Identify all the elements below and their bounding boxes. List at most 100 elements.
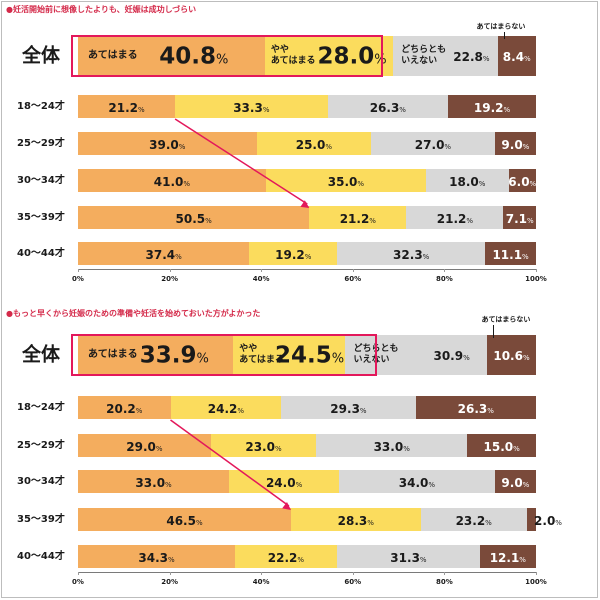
caption-line: あてはまる	[239, 355, 284, 365]
bar-segment-neutral	[371, 132, 495, 155]
x-axis	[78, 269, 536, 270]
data-label-value: 31.3	[390, 550, 420, 565]
data-label-value: 19.2	[275, 247, 305, 262]
bar-segment-somewhat	[309, 206, 407, 229]
x-tick	[352, 269, 354, 272]
data-label-value: 23.2	[455, 513, 486, 528]
data-label-unit: %	[527, 216, 534, 225]
data-label: 20.2%	[106, 403, 142, 415]
data-label-value: 7.1	[505, 211, 528, 226]
category-label: 30〜34才	[17, 174, 65, 186]
total-agree-caption: あてはまる	[88, 50, 138, 61]
data-label: 25.0%	[296, 139, 332, 151]
data-label: 23.2%	[456, 515, 492, 527]
data-label-unit: %	[503, 105, 511, 114]
data-label-unit: %	[357, 179, 365, 188]
data-label-unit: %	[419, 555, 427, 564]
x-tick-label: 80%	[436, 275, 453, 283]
bar-segment-disagree	[508, 169, 536, 192]
x-tick	[261, 269, 263, 272]
data-label-value: 24.2	[207, 401, 238, 416]
bar-segment-neutral	[327, 95, 449, 118]
data-label-unit: %	[519, 555, 526, 564]
x-tick	[78, 572, 79, 575]
data-label: 50.5%	[176, 213, 212, 225]
highlight-box	[71, 334, 377, 376]
data-label-value: 24.0	[265, 475, 296, 490]
bar-segment-disagree	[526, 508, 536, 531]
x-tick	[444, 572, 446, 575]
data-label: 8.4%	[503, 51, 531, 63]
x-tick	[444, 269, 446, 272]
data-label-unit: %	[216, 52, 229, 68]
bar-segment-agree	[78, 335, 234, 375]
data-label: 33.0%	[135, 477, 171, 489]
caption-line: やや	[239, 343, 258, 354]
data-label-unit: %	[485, 518, 492, 527]
data-label-unit: %	[237, 406, 245, 415]
data-label-value: 9.0	[501, 475, 523, 490]
data-label: 34.3%	[138, 552, 174, 564]
data-label: 30.9%	[433, 350, 469, 362]
callout-leader	[492, 325, 494, 338]
callout-leader	[503, 32, 505, 39]
data-label: 29.0%	[126, 441, 162, 453]
bar-segment-disagree	[494, 470, 536, 493]
data-label-unit: %	[205, 216, 212, 225]
x-tick-label: 100%	[525, 275, 547, 283]
bar-segment-somewhat	[175, 95, 328, 118]
data-label: 24.2%	[208, 403, 244, 415]
x-tick-label: 40%	[252, 275, 270, 283]
data-label-value: 28.0	[317, 43, 375, 70]
bar-segment-disagree	[480, 545, 536, 568]
bar-segment-agree	[78, 95, 176, 118]
data-label: 21.2%	[340, 213, 376, 225]
x-tick-label: 40%	[252, 578, 270, 586]
data-label-unit: %	[399, 105, 406, 114]
bar-segment-somewhat	[264, 36, 394, 76]
data-label-value: 25.0	[295, 137, 326, 152]
disagree-callout: あてはまらない	[481, 315, 531, 324]
data-label-value: 8.4	[502, 50, 525, 64]
bar-segment-neutral	[345, 335, 487, 375]
data-label-value: 39.0	[149, 137, 179, 152]
bar-segment-neutral	[337, 242, 486, 265]
data-label-value: 29.0	[126, 439, 156, 454]
data-label: 26.3%	[370, 102, 406, 114]
data-label: 33.0%	[374, 441, 410, 453]
x-tick-label: 60%	[344, 578, 362, 586]
category-label-total: 全体	[22, 44, 61, 67]
data-label-unit: %	[463, 354, 470, 362]
data-label-unit: %	[487, 406, 494, 415]
data-label-unit: %	[331, 351, 345, 367]
data-label-value: 24.5	[275, 342, 332, 369]
data-label-value: 50.5	[175, 211, 206, 226]
data-label-value: 28.3	[337, 513, 368, 528]
data-label-unit: %	[524, 55, 531, 63]
bar-segment-neutral	[336, 545, 481, 568]
bar-segment-agree	[78, 242, 250, 265]
data-label-unit: %	[369, 216, 376, 225]
data-label-unit: %	[529, 179, 537, 188]
data-label-unit: %	[274, 444, 282, 453]
data-label-value: 46.5	[166, 513, 196, 528]
bar-segment-somewhat	[170, 396, 282, 419]
bar-segment-neutral	[316, 434, 468, 457]
data-label-unit: %	[295, 480, 303, 489]
data-label-unit: %	[522, 354, 530, 362]
data-label: 26.3%	[458, 403, 494, 415]
chart-title: ●もっと早くから妊娠のための準備や妊活を始めておいた方がよかった	[6, 309, 261, 318]
data-label-unit: %	[555, 518, 562, 527]
data-label-unit: %	[262, 105, 270, 114]
x-tick	[536, 269, 537, 272]
data-label-unit: %	[444, 142, 452, 151]
data-label-unit: %	[422, 252, 430, 261]
data-label-value: 30.9	[433, 349, 464, 363]
data-label: 10.6%	[493, 350, 529, 362]
chart-title: ●妊活開始前に想像したよりも、妊娠は成功しづらい	[6, 5, 197, 14]
data-label-value: 37.4	[145, 247, 176, 262]
bar-segment-agree	[78, 396, 171, 419]
data-label: 21.2%	[108, 102, 144, 114]
data-label-value: 21.2	[108, 100, 139, 115]
data-label-value: 33.9	[139, 342, 197, 369]
